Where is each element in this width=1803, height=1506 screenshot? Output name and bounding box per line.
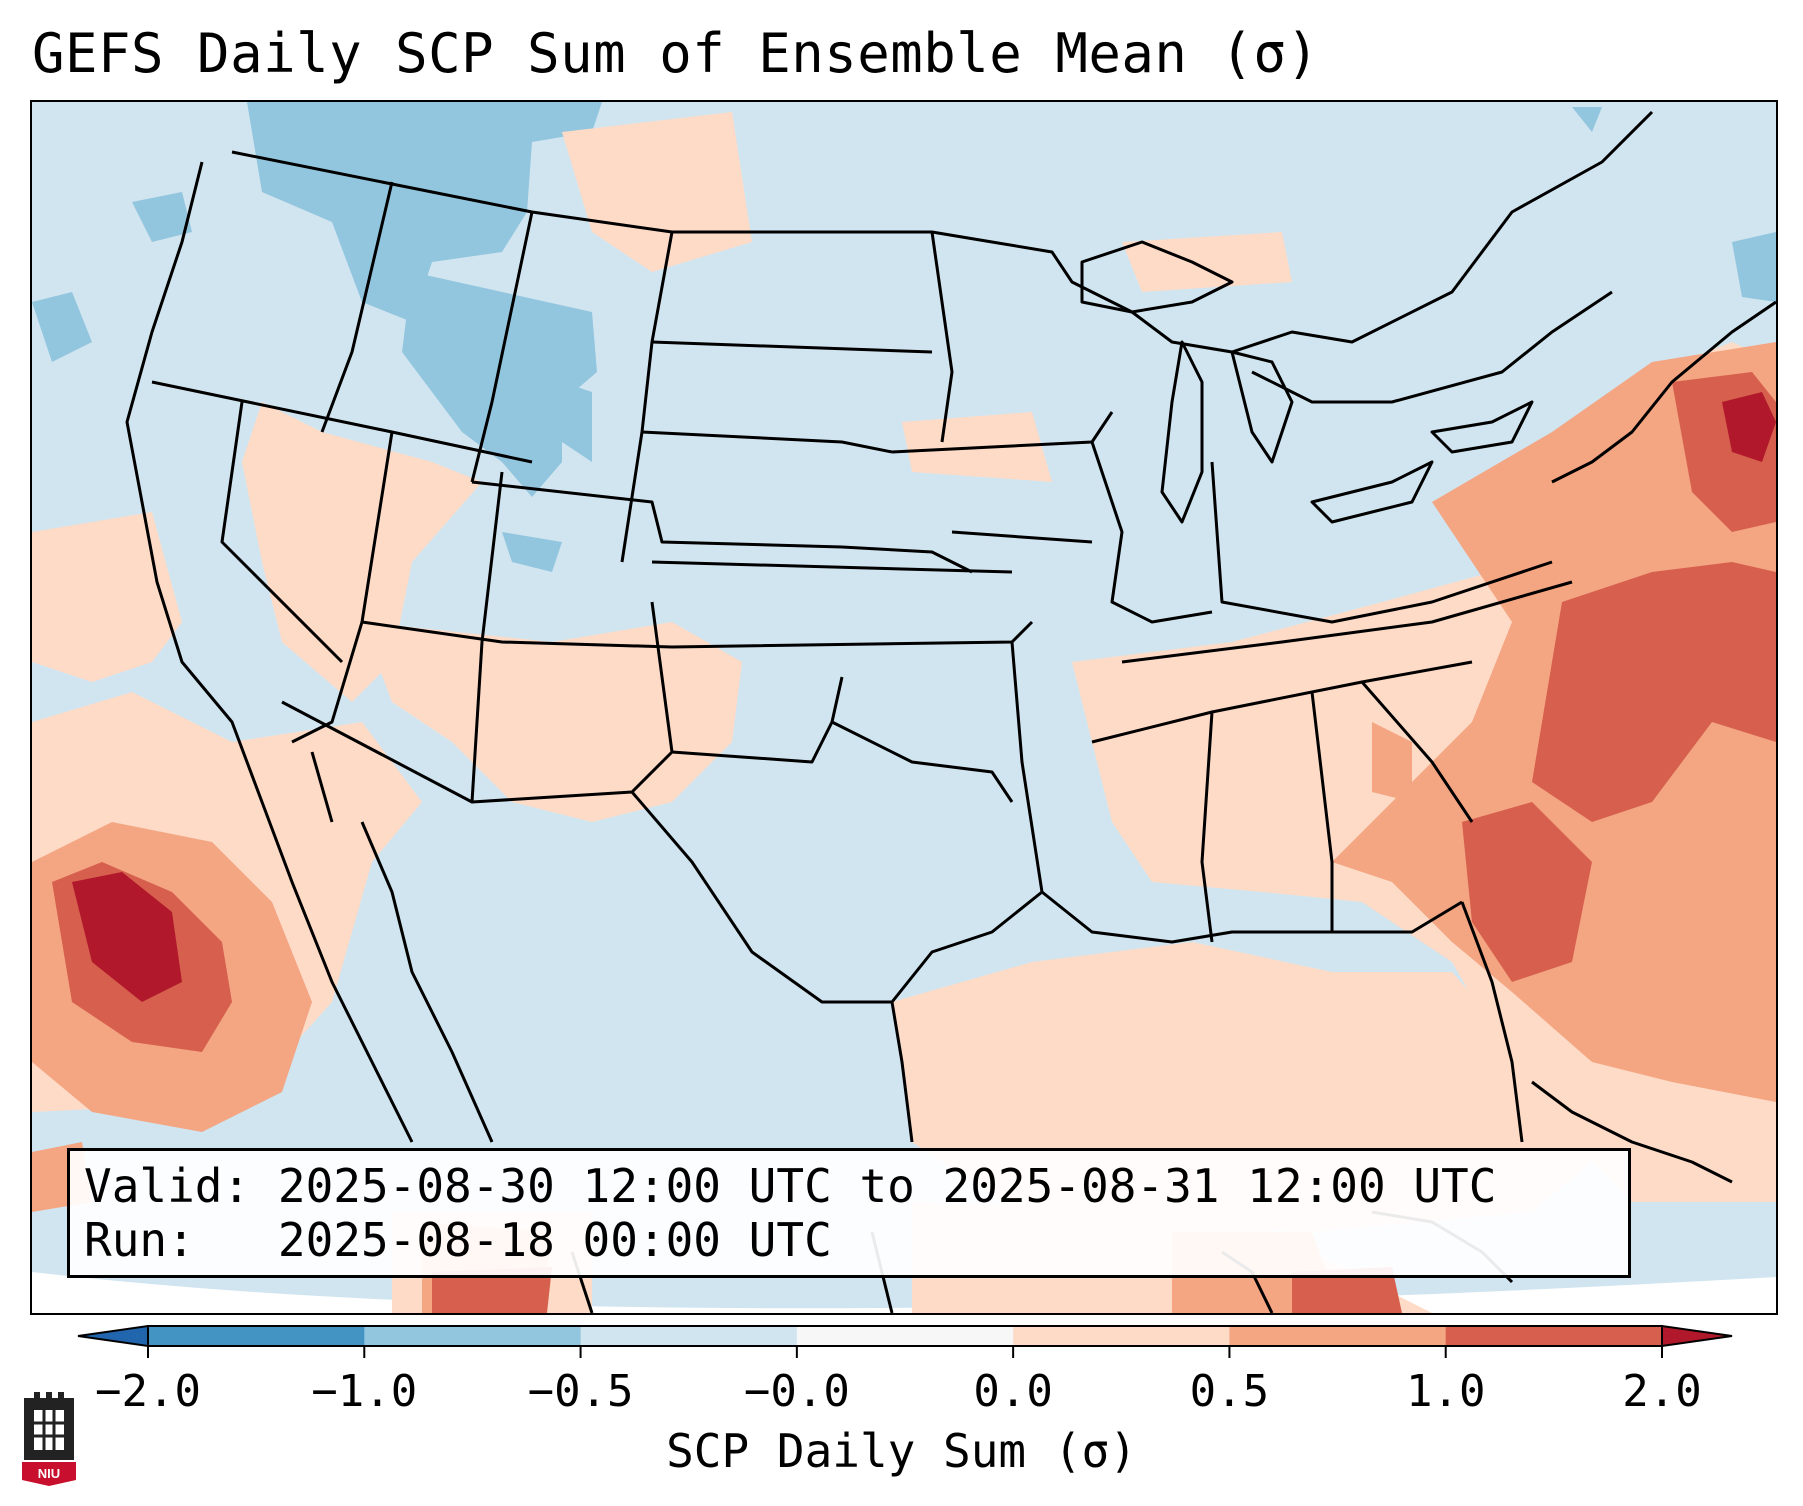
colorbar-bin: [1445, 1326, 1663, 1346]
colorbar-bin: [580, 1326, 798, 1346]
colorbar: −2.0 −1.0 −0.5 −0.0 0.0 0.5 1.0 2.0: [77, 1324, 1733, 1417]
colorbar-over-extend: [1661, 1324, 1733, 1348]
extreme-positive-zones: [72, 392, 1776, 1002]
colorbar-bins: [77, 1324, 1733, 1348]
logo-text: NIU: [38, 1466, 60, 1481]
colorbar-tick-label: −0.0: [744, 1366, 850, 1417]
political-boundaries: [125, 110, 1776, 1313]
colorbar-tick-label: 2.0: [1622, 1366, 1701, 1417]
run-label: Run:: [84, 1213, 195, 1267]
colorbar-outline: [147, 1325, 1663, 1347]
valid-label: Valid:: [84, 1159, 251, 1213]
valid-run-infobox: Valid: 2025-08-30 12:00 UTC to 2025-08-3…: [67, 1148, 1631, 1278]
colorbar-bin: [148, 1326, 365, 1346]
valid-time: 2025-08-30 12:00 UTC to 2025-08-31 12:00…: [277, 1159, 1497, 1213]
colorbar-tick-label: 0.0: [973, 1366, 1052, 1417]
colorbar-bin: [1229, 1326, 1447, 1346]
colorbar-bin: [1013, 1326, 1230, 1346]
colorbar-tick-label: 0.5: [1190, 1366, 1269, 1417]
colorbar-ticks: −2.0 −1.0 −0.5 −0.0 0.0 0.5 1.0 2.0: [95, 1346, 1702, 1417]
colorbar-under-extend: [77, 1324, 149, 1348]
scp-map: [32, 102, 1776, 1313]
colorbar-tick-label: −2.0: [95, 1366, 201, 1417]
map-panel[interactable]: [30, 100, 1778, 1315]
colorbar-label: SCP Daily Sum (σ): [666, 1424, 1137, 1478]
colorbar-tick-label: −0.5: [528, 1366, 634, 1417]
colorbar-tick-label: 1.0: [1406, 1366, 1485, 1417]
run-time: 2025-08-18 00:00 UTC: [277, 1213, 832, 1267]
colorbar-bin: [364, 1326, 582, 1346]
negative-anomaly-zones: [32, 102, 1776, 842]
map-title: GEFS Daily SCP Sum of Ensemble Mean (σ): [32, 22, 1320, 85]
colorbar-bin: [796, 1326, 1014, 1346]
niu-logo: NIU: [22, 1392, 76, 1486]
colorbar-tick-label: −1.0: [311, 1366, 417, 1417]
